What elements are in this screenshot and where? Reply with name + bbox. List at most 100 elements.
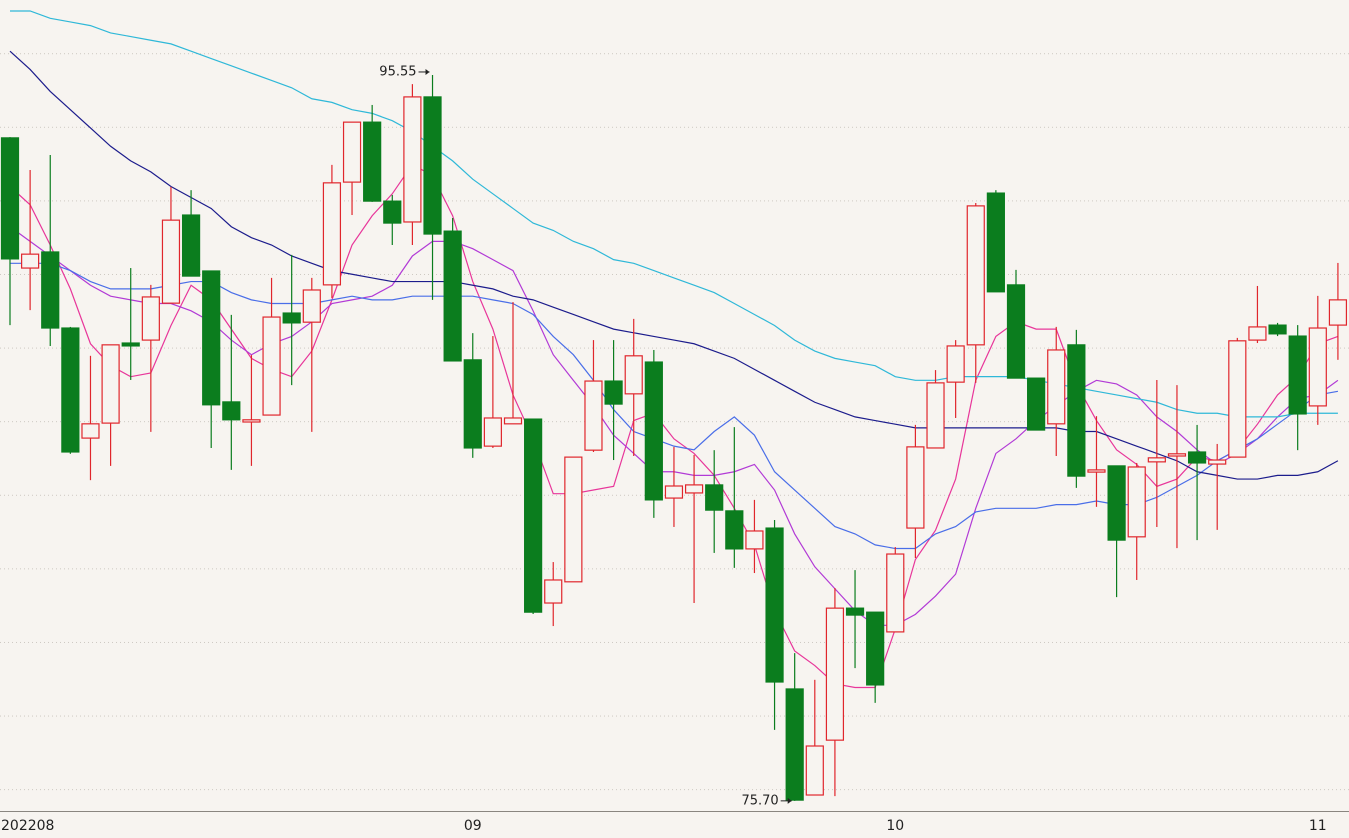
candle: [161, 186, 181, 304]
price-annotation: 75.70: [741, 793, 778, 808]
candle: [1167, 385, 1187, 549]
candle-body: [886, 553, 905, 633]
candle-body: [705, 484, 724, 511]
candle-body: [282, 312, 301, 324]
candle-body: [725, 510, 744, 550]
candle-body: [845, 607, 865, 616]
candle-body: [1187, 451, 1207, 464]
candle: [322, 164, 342, 299]
candle-body: [1288, 335, 1307, 415]
candle-body: [423, 96, 442, 235]
candle: [101, 344, 120, 466]
candle-body: [161, 219, 181, 304]
candle: [81, 355, 100, 481]
candle-body: [1147, 457, 1166, 463]
candle: [141, 284, 160, 432]
candle-body: [121, 342, 140, 347]
candle-body: [1248, 326, 1267, 341]
candle-body: [1067, 344, 1086, 477]
candle: [342, 121, 362, 216]
candle: [1248, 285, 1267, 344]
candle: [1087, 416, 1106, 507]
x-tick-label: 09: [464, 818, 482, 834]
candle-body: [1087, 469, 1106, 473]
candle-body: [926, 382, 945, 449]
candle: [61, 326, 80, 454]
candle: [886, 547, 905, 633]
candle: [986, 190, 1005, 293]
candle: [825, 588, 845, 797]
candle: [1107, 465, 1126, 598]
candle: [725, 427, 744, 568]
candle: [483, 336, 502, 448]
candle-body: [564, 456, 583, 583]
candle-body: [825, 607, 845, 741]
candle-body: [1047, 349, 1066, 425]
candle: [624, 318, 643, 457]
candle: [705, 450, 724, 553]
candle-body: [0, 137, 20, 260]
candle: [564, 456, 583, 583]
candle-body: [1228, 340, 1247, 458]
candle-body: [302, 289, 321, 323]
annotation-arrowhead: [787, 797, 792, 804]
candle-body: [544, 579, 563, 604]
candle: [503, 302, 523, 425]
candle: [1328, 262, 1348, 360]
candle: [403, 84, 422, 246]
candle-body: [664, 485, 684, 499]
candle-body: [363, 121, 382, 202]
candle: [524, 418, 543, 614]
candle-body: [624, 355, 643, 395]
candle: [906, 424, 925, 559]
candle-body: [1107, 465, 1126, 541]
candle-body: [644, 361, 663, 501]
candle: [866, 611, 885, 703]
candle-body: [443, 230, 462, 362]
candle: [1127, 462, 1146, 580]
candle: [423, 74, 442, 300]
candle: [966, 202, 985, 383]
candle: [0, 137, 20, 326]
candle-body: [1027, 377, 1046, 431]
candle-body: [1268, 324, 1287, 335]
candle: [202, 270, 221, 448]
candle: [363, 104, 382, 202]
candle: [785, 653, 804, 801]
candle: [1228, 337, 1247, 458]
candle: [121, 268, 140, 380]
candle: [1208, 443, 1227, 530]
candle: [41, 155, 60, 346]
candle: [1027, 377, 1046, 431]
candle: [1187, 424, 1207, 541]
candle-body: [81, 423, 100, 439]
annotation-arrowhead: [425, 68, 430, 75]
candle: [282, 254, 301, 386]
x-tick-label: 202208: [1, 818, 54, 834]
candle-body: [805, 745, 824, 796]
price-annotation: 95.55: [379, 64, 416, 79]
candle-body: [483, 417, 502, 447]
candle-body: [503, 417, 523, 425]
candle-body: [745, 530, 764, 550]
candle: [262, 277, 281, 416]
candle: [664, 446, 684, 527]
candle: [544, 562, 563, 627]
candle: [644, 349, 663, 518]
candle-body: [342, 121, 362, 183]
candle: [21, 170, 40, 311]
candle-body: [1127, 466, 1146, 538]
candle-body: [222, 401, 241, 421]
candle-body: [141, 296, 160, 341]
candle-body: [765, 527, 784, 683]
candle-body: [61, 327, 80, 453]
candle-body: [866, 611, 885, 686]
candle: [1067, 329, 1086, 488]
candle-body: [604, 380, 623, 405]
candle: [604, 340, 623, 461]
candle-body: [684, 484, 704, 494]
candle: [463, 333, 482, 458]
candle-body: [21, 253, 40, 269]
candle-body: [986, 192, 1005, 293]
candle-body: [1006, 284, 1026, 379]
